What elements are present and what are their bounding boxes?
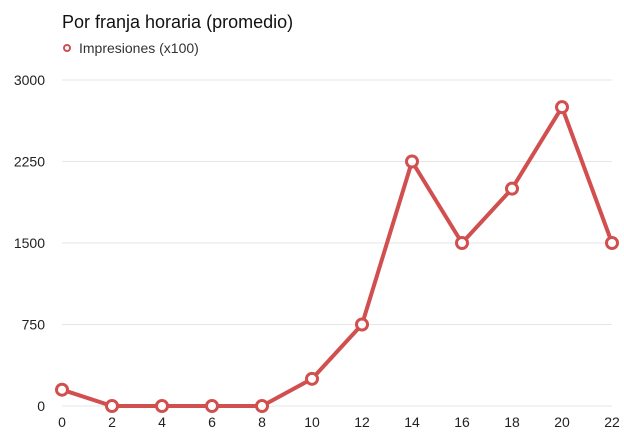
x-tick-label: 18 bbox=[504, 414, 520, 430]
data-point bbox=[205, 399, 219, 413]
series-line bbox=[60, 105, 614, 408]
data-point bbox=[355, 317, 369, 332]
chart-title: Por franja horaria (promedio) bbox=[62, 12, 294, 32]
legend: Impresiones (x100) bbox=[63, 40, 199, 56]
x-tick-label: 4 bbox=[158, 414, 166, 430]
y-tick-label: 0 bbox=[37, 398, 45, 414]
x-tick-label: 16 bbox=[454, 414, 470, 430]
data-point bbox=[105, 399, 119, 413]
legend-label: Impresiones (x100) bbox=[79, 40, 199, 56]
y-tick-label: 750 bbox=[22, 317, 46, 333]
data-point bbox=[305, 371, 319, 386]
data-point bbox=[605, 236, 619, 250]
data-point bbox=[55, 382, 69, 397]
x-tick-label: 12 bbox=[354, 414, 370, 430]
x-tick-label: 14 bbox=[404, 414, 420, 430]
data-point bbox=[405, 154, 419, 169]
x-tick-label: 6 bbox=[208, 414, 216, 430]
data-point bbox=[255, 399, 269, 413]
x-tick-label: 10 bbox=[304, 414, 320, 430]
data-point bbox=[505, 181, 519, 196]
x-tick-label: 2 bbox=[108, 414, 116, 430]
data-point bbox=[455, 236, 469, 250]
x-tick-label: 8 bbox=[258, 414, 266, 430]
x-tick-label: 20 bbox=[554, 414, 570, 430]
y-tick-label: 3000 bbox=[14, 72, 45, 88]
y-tick-label: 1500 bbox=[14, 235, 45, 251]
x-tick-label: 22 bbox=[604, 414, 620, 430]
data-point bbox=[555, 100, 569, 115]
x-tick-label: 0 bbox=[58, 414, 66, 430]
legend-marker-icon bbox=[63, 44, 71, 52]
y-tick-label: 2250 bbox=[14, 154, 45, 170]
data-point bbox=[155, 399, 169, 413]
